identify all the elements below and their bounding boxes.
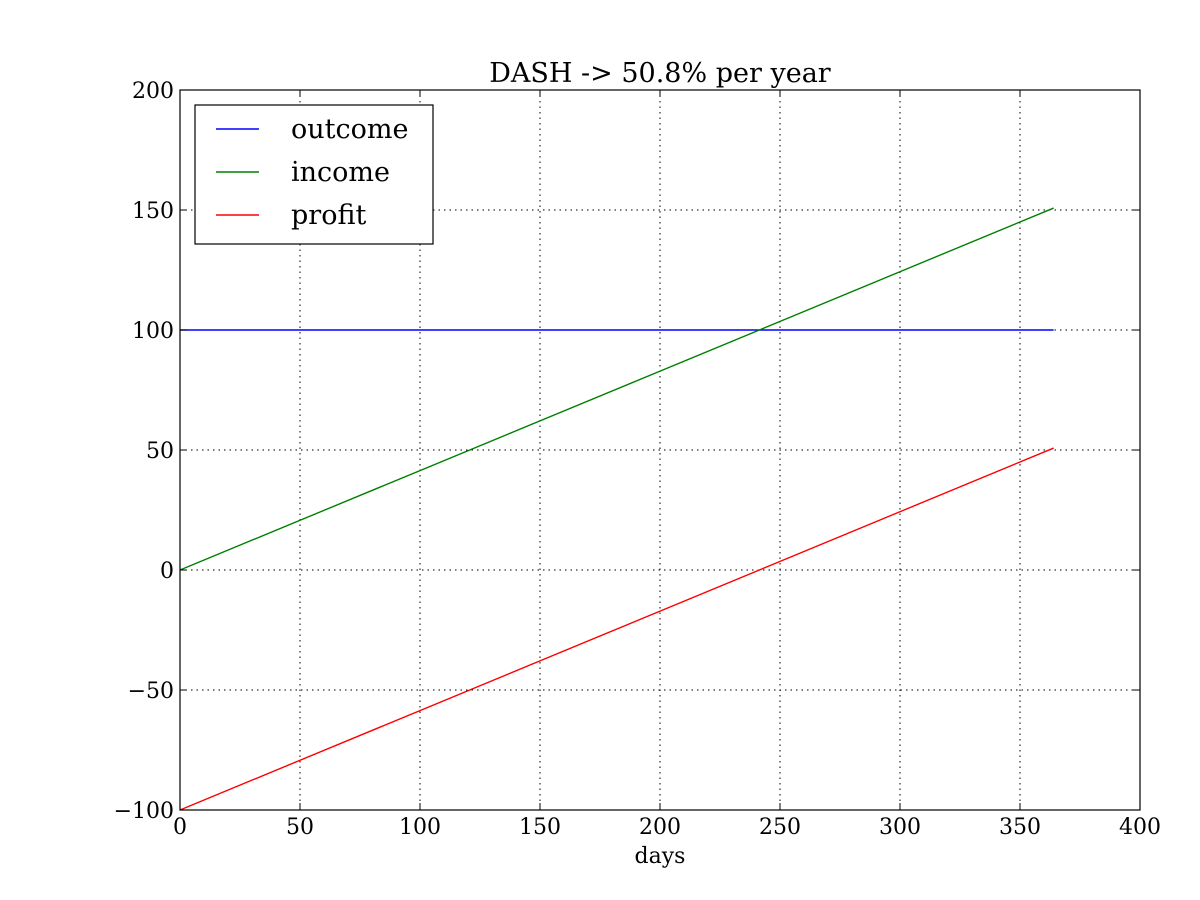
x-tick-label: 100	[399, 815, 441, 840]
chart-title: DASH -> 50.8% per year	[489, 58, 831, 89]
x-tick-label: 400	[1119, 815, 1161, 840]
legend-label-outcome: outcome	[291, 114, 408, 145]
y-tick-label: 200	[132, 79, 174, 104]
x-axis: 0 50 100 150 200 250 300 350 400	[173, 90, 1161, 840]
y-tick-label: 100	[132, 319, 174, 344]
x-tick-label: 350	[999, 815, 1041, 840]
legend-box	[194, 104, 434, 245]
x-tick-label: 0	[173, 815, 187, 840]
legend-label-profit: profit	[291, 200, 366, 231]
y-tick-label: 50	[146, 439, 174, 464]
x-tick-label: 300	[879, 815, 921, 840]
legend: outcome income profit	[194, 104, 434, 245]
x-tick-label: 250	[759, 815, 801, 840]
y-tick-label: 0	[160, 559, 174, 584]
y-tick-label: −50	[128, 679, 174, 704]
x-tick-label: 50	[286, 815, 314, 840]
x-axis-title: days	[635, 844, 686, 869]
y-tick-label: −100	[114, 799, 174, 824]
x-tick-label: 150	[519, 815, 561, 840]
x-tick-label: 200	[639, 815, 681, 840]
series-line-profit	[179, 447, 1054, 811]
plot-lines	[179, 207, 1054, 811]
y-axis: −100 −50 0 50 100 150 200	[114, 79, 1140, 824]
y-tick-label: 150	[132, 199, 174, 224]
series-line-income	[179, 207, 1054, 571]
legend-label-income: income	[291, 157, 390, 188]
